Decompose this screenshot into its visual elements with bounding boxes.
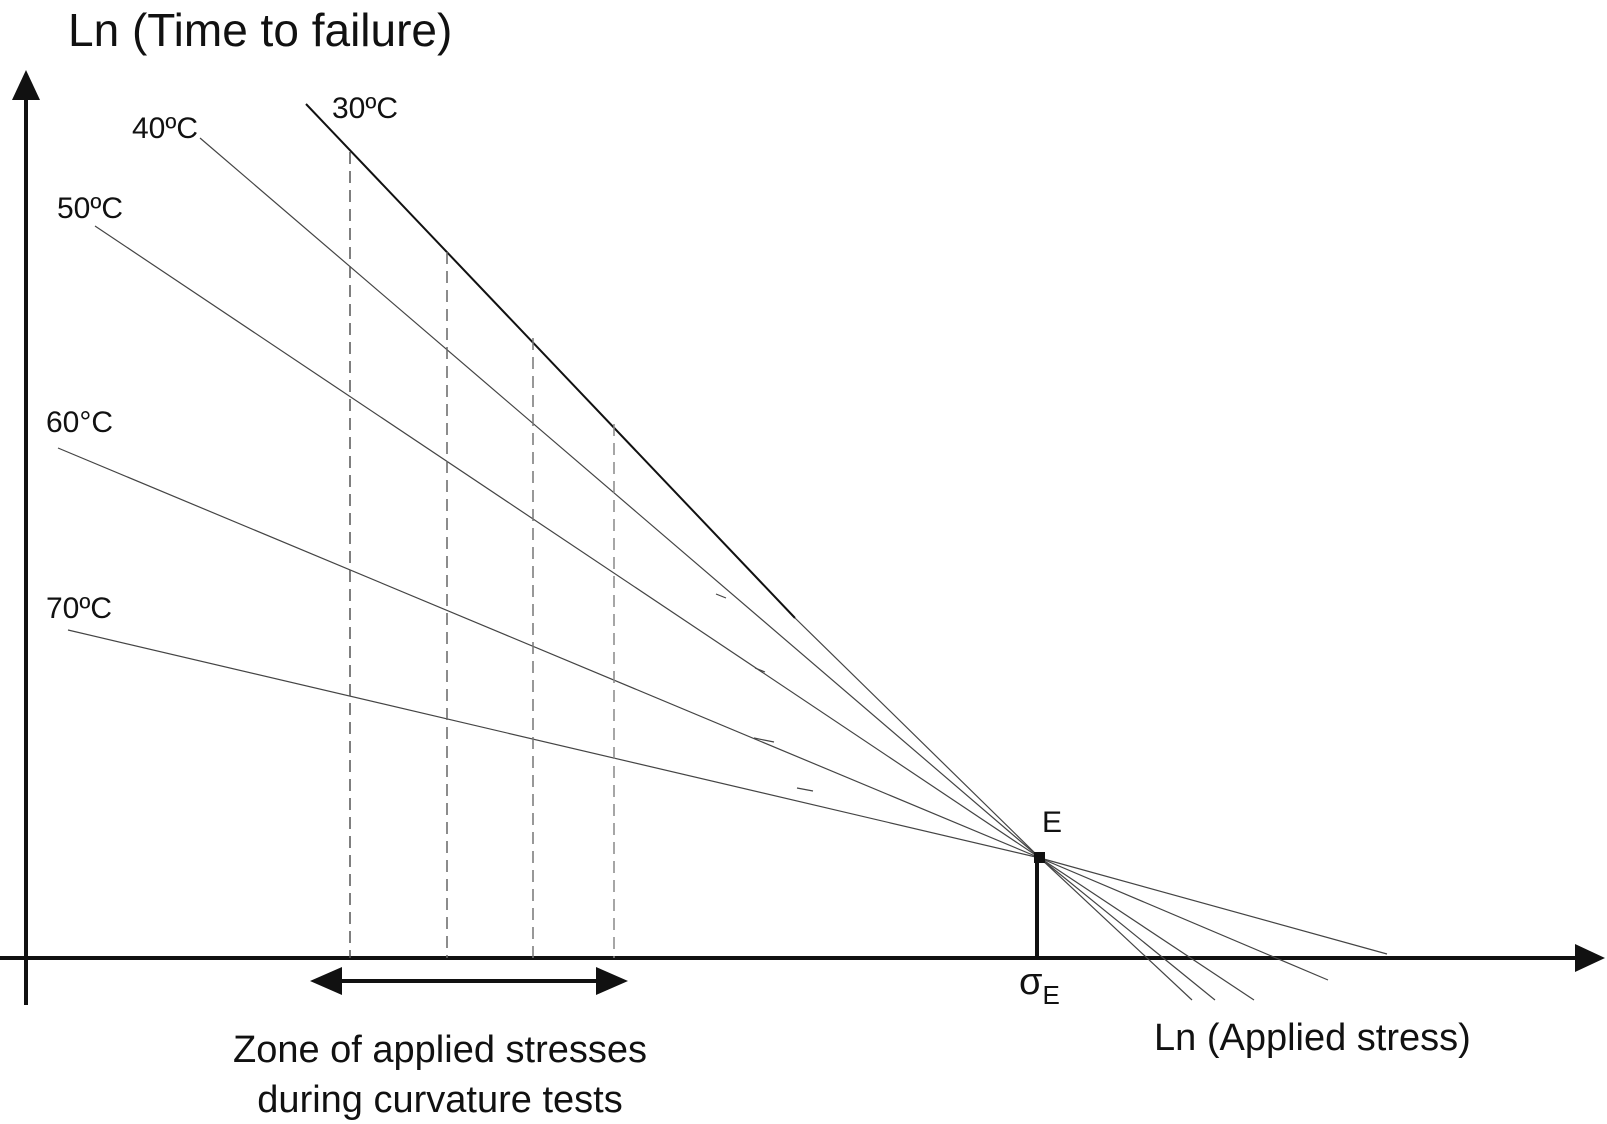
line-30c-extension: [794, 617, 1041, 859]
line-label-70c: 70ºC: [46, 592, 112, 625]
line-40c-tail: [1039, 857, 1216, 1001]
zone-arrow-left-head: [310, 967, 342, 995]
line-label-60c: 60°C: [46, 406, 113, 439]
tick-mark: [796, 787, 814, 792]
tick-mark: [715, 593, 727, 599]
sigma-subscript: E: [1042, 980, 1059, 1010]
line-50c-tail: [1039, 857, 1255, 1001]
line-label-30c: 30ºC: [332, 92, 398, 125]
line-70c-tail: [1039, 857, 1388, 955]
line-60c-tail: [1039, 857, 1329, 981]
y-axis-label: Ln (Time to failure): [68, 4, 452, 56]
y-axis-arrowhead: [12, 70, 40, 100]
line-70c: [67, 629, 1041, 859]
x-axis-label: Ln (Applied stress): [1154, 1017, 1471, 1059]
x-axis-arrowhead: [1575, 944, 1605, 972]
line-50c: [94, 225, 1041, 859]
line-30c-tail: [1039, 857, 1193, 1001]
sigma-e-label: σE: [1019, 961, 1060, 1010]
point-e-label: E: [1042, 806, 1062, 839]
zone-label-line-2: during curvature tests: [257, 1079, 622, 1121]
zone-label-line-1: Zone of applied stresses: [233, 1029, 647, 1071]
tick-mark: [753, 737, 775, 743]
tick-mark: [754, 667, 766, 673]
line-60c: [57, 447, 1041, 859]
line-40c: [199, 137, 1041, 859]
sigma-symbol: σ: [1019, 961, 1042, 1003]
line-label-40c: 40ºC: [132, 112, 198, 145]
line-label-50c: 50ºC: [57, 192, 123, 225]
line-30c: [305, 103, 796, 619]
zone-arrow-right-head: [596, 967, 628, 995]
point-e-marker: [1034, 852, 1045, 863]
